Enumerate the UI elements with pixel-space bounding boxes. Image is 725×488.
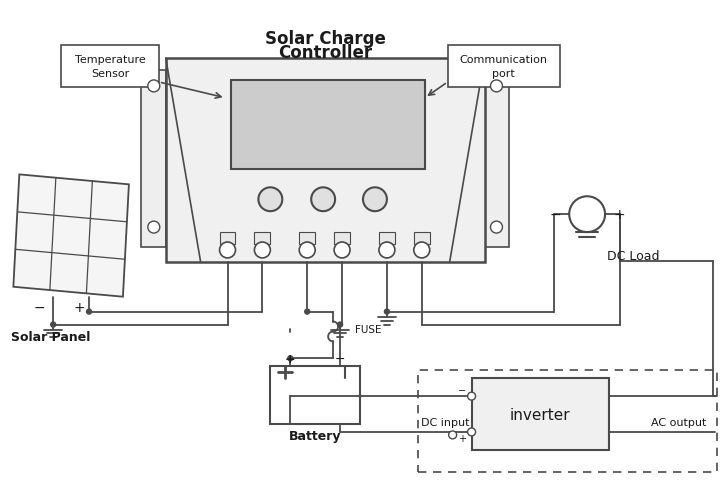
Text: Communication: Communication [460, 55, 547, 65]
Text: −: − [33, 300, 45, 314]
Text: +: + [613, 208, 625, 222]
Bar [141, 71, 166, 247]
Bar [414, 233, 430, 244]
Circle shape [148, 81, 160, 93]
Text: DC Load: DC Load [607, 250, 660, 263]
Circle shape [311, 188, 335, 212]
Text: inverter: inverter [510, 407, 571, 422]
Bar [220, 233, 236, 244]
Text: Battery: Battery [289, 429, 341, 443]
Bar [254, 233, 270, 244]
Circle shape [379, 243, 395, 258]
Circle shape [468, 392, 476, 400]
Text: −: − [550, 208, 561, 222]
Text: Controller: Controller [278, 44, 372, 62]
Circle shape [468, 428, 476, 436]
Bar [471, 379, 609, 450]
Text: Sensor: Sensor [91, 69, 129, 79]
Circle shape [86, 309, 91, 314]
Text: Solar Charge: Solar Charge [265, 30, 386, 48]
Text: Solar Panel: Solar Panel [12, 330, 91, 343]
Circle shape [334, 243, 350, 258]
Bar [270, 366, 360, 424]
Bar [334, 233, 350, 244]
Text: Temperature: Temperature [75, 55, 145, 65]
Circle shape [491, 222, 502, 234]
Text: −: − [457, 386, 465, 395]
Text: DC input: DC input [421, 417, 470, 427]
Circle shape [304, 309, 310, 314]
Text: +: + [73, 300, 85, 314]
Bar [61, 46, 159, 88]
Bar [299, 233, 315, 244]
Circle shape [254, 243, 270, 258]
Text: FUSE: FUSE [355, 324, 381, 334]
Circle shape [148, 222, 160, 234]
Text: AC output: AC output [651, 417, 706, 427]
Circle shape [288, 356, 293, 361]
Circle shape [338, 323, 343, 327]
Bar [166, 59, 484, 263]
Bar [379, 233, 395, 244]
Text: port: port [492, 69, 515, 79]
Bar [484, 71, 510, 247]
Bar [447, 46, 560, 88]
Circle shape [449, 431, 457, 439]
Text: +: + [285, 352, 296, 365]
Circle shape [220, 243, 236, 258]
Text: −: − [335, 352, 345, 365]
Circle shape [258, 188, 282, 212]
Bar [418, 370, 716, 472]
Polygon shape [13, 175, 129, 297]
Circle shape [384, 309, 389, 314]
Text: +: + [457, 433, 465, 443]
Circle shape [414, 243, 430, 258]
Circle shape [51, 323, 56, 327]
Circle shape [569, 197, 605, 233]
Circle shape [363, 188, 387, 212]
Bar [231, 81, 425, 170]
Circle shape [299, 243, 315, 258]
Circle shape [491, 81, 502, 93]
